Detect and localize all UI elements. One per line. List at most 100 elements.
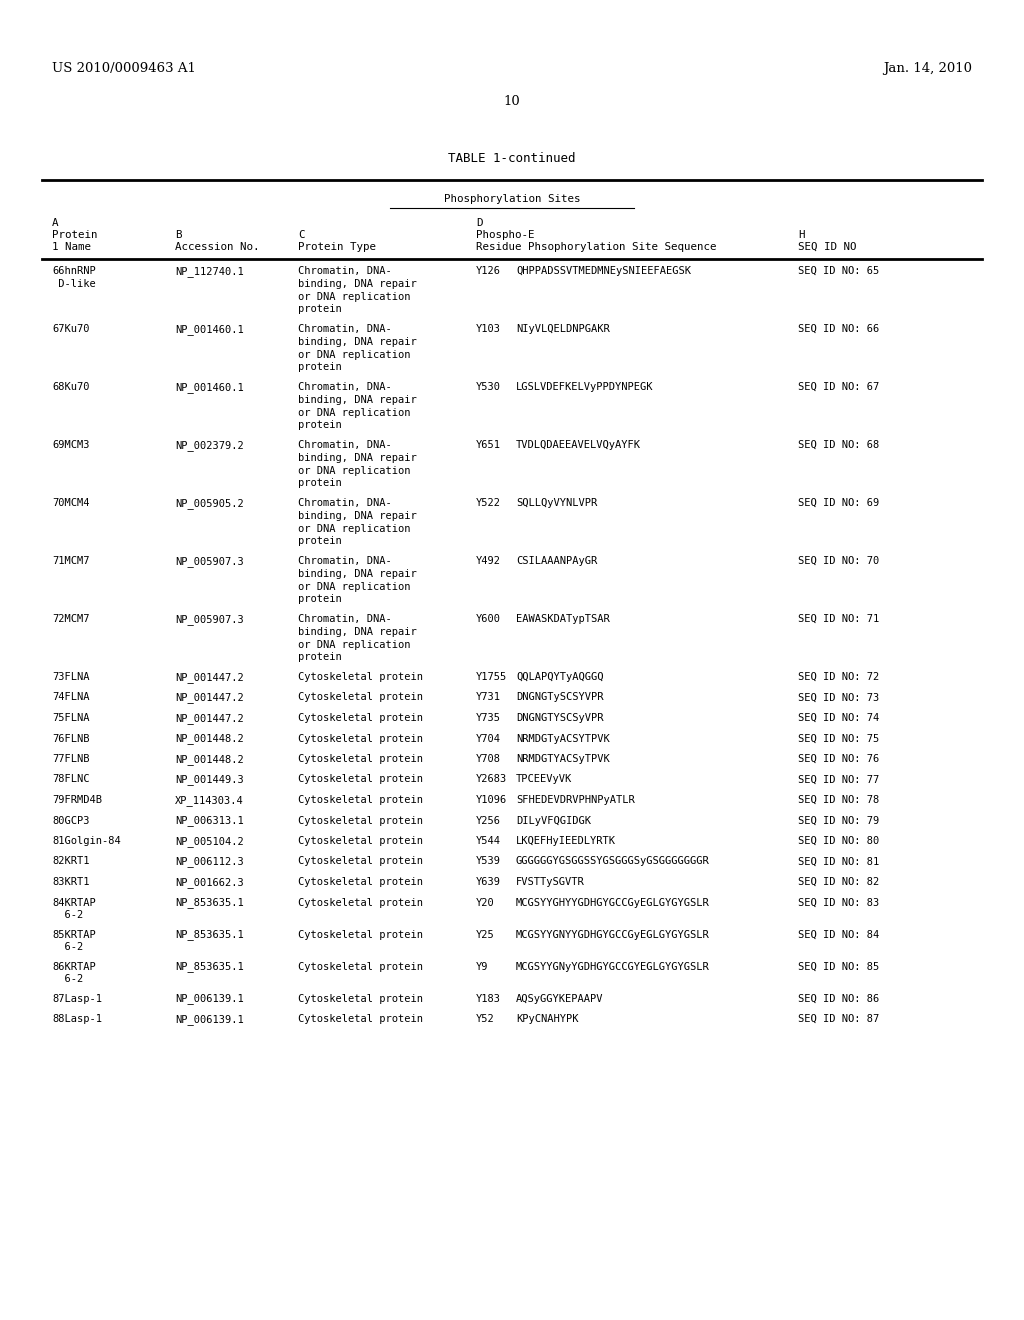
Text: NRMDGTYACSyTPVK: NRMDGTYACSyTPVK	[516, 754, 609, 764]
Text: GGGGGGYGSGGSSYGSGGGSyGSGGGGGGGR: GGGGGGYGSGGSSYGSGGGSyGSGGGGGGGR	[516, 857, 710, 866]
Text: 68Ku70: 68Ku70	[52, 381, 89, 392]
Text: Cytoskeletal protein: Cytoskeletal protein	[298, 693, 423, 702]
Text: 79FRMD4B: 79FRMD4B	[52, 795, 102, 805]
Text: 82KRT1: 82KRT1	[52, 857, 89, 866]
Text: KPyCNAHYPK: KPyCNAHYPK	[516, 1014, 579, 1024]
Text: NP_001662.3: NP_001662.3	[175, 876, 244, 888]
Text: Y9: Y9	[476, 961, 488, 972]
Text: NP_005905.2: NP_005905.2	[175, 498, 244, 510]
Text: Y539: Y539	[476, 857, 501, 866]
Text: 75FLNA: 75FLNA	[52, 713, 89, 723]
Text: SEQ ID NO: 71: SEQ ID NO: 71	[798, 614, 880, 624]
Text: 10: 10	[504, 95, 520, 108]
Text: Cytoskeletal protein: Cytoskeletal protein	[298, 876, 423, 887]
Text: TVDLQDAEEAVELVQyAYFK: TVDLQDAEEAVELVQyAYFK	[516, 440, 641, 450]
Text: XP_114303.4: XP_114303.4	[175, 795, 244, 807]
Text: Cytoskeletal protein: Cytoskeletal protein	[298, 754, 423, 764]
Text: SEQ ID NO: 80: SEQ ID NO: 80	[798, 836, 880, 846]
Text: 80GCP3: 80GCP3	[52, 816, 89, 825]
Text: NP_001460.1: NP_001460.1	[175, 381, 244, 393]
Text: H: H	[798, 230, 805, 240]
Text: Cytoskeletal protein: Cytoskeletal protein	[298, 1014, 423, 1024]
Text: 72MCM7: 72MCM7	[52, 614, 89, 624]
Text: SEQ ID NO: 73: SEQ ID NO: 73	[798, 693, 880, 702]
Text: 78FLNC: 78FLNC	[52, 775, 89, 784]
Text: NP_853635.1: NP_853635.1	[175, 961, 244, 973]
Text: US 2010/0009463 A1: US 2010/0009463 A1	[52, 62, 196, 75]
Text: NP_001447.2: NP_001447.2	[175, 672, 244, 682]
Text: 70MCM4: 70MCM4	[52, 498, 89, 508]
Text: SEQ ID NO: 72: SEQ ID NO: 72	[798, 672, 880, 682]
Text: NP_001448.2: NP_001448.2	[175, 754, 244, 764]
Text: TPCEEVyVK: TPCEEVyVK	[516, 775, 572, 784]
Text: Cytoskeletal protein: Cytoskeletal protein	[298, 713, 423, 723]
Text: SEQ ID NO: 66: SEQ ID NO: 66	[798, 323, 880, 334]
Text: NP_001447.2: NP_001447.2	[175, 713, 244, 723]
Text: LKQEFHyIEEDLYRTK: LKQEFHyIEEDLYRTK	[516, 836, 616, 846]
Text: Cytoskeletal protein: Cytoskeletal protein	[298, 775, 423, 784]
Text: NP_112740.1: NP_112740.1	[175, 267, 244, 277]
Text: 85KRTAP
  6-2: 85KRTAP 6-2	[52, 929, 96, 952]
Text: Y600: Y600	[476, 614, 501, 624]
Text: MCGSYYGNYYGDHGYGCCGyEGLGYGYGSLR: MCGSYYGNYYGDHGYGCCGyEGLGYGYGSLR	[516, 929, 710, 940]
Text: Y731: Y731	[476, 693, 501, 702]
Text: Y704: Y704	[476, 734, 501, 743]
Text: Y522: Y522	[476, 498, 501, 508]
Text: A: A	[52, 218, 58, 228]
Text: Phospho-E: Phospho-E	[476, 230, 535, 240]
Text: Chromatin, DNA-
binding, DNA repair
or DNA replication
protein: Chromatin, DNA- binding, DNA repair or D…	[298, 323, 417, 372]
Text: SEQ ID NO: 81: SEQ ID NO: 81	[798, 857, 880, 866]
Text: SEQ ID NO: 75: SEQ ID NO: 75	[798, 734, 880, 743]
Text: Cytoskeletal protein: Cytoskeletal protein	[298, 795, 423, 805]
Text: Protein Type: Protein Type	[298, 242, 376, 252]
Text: SEQ ID NO: 74: SEQ ID NO: 74	[798, 713, 880, 723]
Text: Cytoskeletal protein: Cytoskeletal protein	[298, 857, 423, 866]
Text: NP_001448.2: NP_001448.2	[175, 734, 244, 744]
Text: DILyVFQGIDGK: DILyVFQGIDGK	[516, 816, 591, 825]
Text: 83KRT1: 83KRT1	[52, 876, 89, 887]
Text: C: C	[298, 230, 304, 240]
Text: Jan. 14, 2010: Jan. 14, 2010	[883, 62, 972, 75]
Text: Y256: Y256	[476, 816, 501, 825]
Text: NP_005907.3: NP_005907.3	[175, 556, 244, 566]
Text: Y651: Y651	[476, 440, 501, 450]
Text: Chromatin, DNA-
binding, DNA repair
or DNA replication
protein: Chromatin, DNA- binding, DNA repair or D…	[298, 381, 417, 430]
Text: Y126: Y126	[476, 267, 501, 276]
Text: Y2683: Y2683	[476, 775, 507, 784]
Text: 88Lasp-1: 88Lasp-1	[52, 1014, 102, 1024]
Text: Y735: Y735	[476, 713, 501, 723]
Text: Cytoskeletal protein: Cytoskeletal protein	[298, 961, 423, 972]
Text: Y183: Y183	[476, 994, 501, 1003]
Text: SEQ ID NO: 84: SEQ ID NO: 84	[798, 929, 880, 940]
Text: QHPPADSSVTMEDMNEySNIEEFAEGSK: QHPPADSSVTMEDMNEySNIEEFAEGSK	[516, 267, 691, 276]
Text: Phosphorylation Sites: Phosphorylation Sites	[443, 194, 581, 205]
Text: QQLAPQYTyAQGGQ: QQLAPQYTyAQGGQ	[516, 672, 603, 682]
Text: SFHEDEVDRVPHNPyATLR: SFHEDEVDRVPHNPyATLR	[516, 795, 635, 805]
Text: NP_005104.2: NP_005104.2	[175, 836, 244, 847]
Text: Chromatin, DNA-
binding, DNA repair
or DNA replication
protein: Chromatin, DNA- binding, DNA repair or D…	[298, 440, 417, 488]
Text: 66hnRNP
 D-like: 66hnRNP D-like	[52, 267, 96, 289]
Text: Y708: Y708	[476, 754, 501, 764]
Text: 77FLNB: 77FLNB	[52, 754, 89, 764]
Text: Y1096: Y1096	[476, 795, 507, 805]
Text: 81Golgin-84: 81Golgin-84	[52, 836, 121, 846]
Text: Chromatin, DNA-
binding, DNA repair
or DNA replication
protein: Chromatin, DNA- binding, DNA repair or D…	[298, 614, 417, 663]
Text: 73FLNA: 73FLNA	[52, 672, 89, 682]
Text: Cytoskeletal protein: Cytoskeletal protein	[298, 929, 423, 940]
Text: 67Ku70: 67Ku70	[52, 323, 89, 334]
Text: 71MCM7: 71MCM7	[52, 556, 89, 566]
Text: 86KRTAP
  6-2: 86KRTAP 6-2	[52, 961, 96, 985]
Text: Y544: Y544	[476, 836, 501, 846]
Text: Y530: Y530	[476, 381, 501, 392]
Text: B: B	[175, 230, 181, 240]
Text: SEQ ID NO: 65: SEQ ID NO: 65	[798, 267, 880, 276]
Text: Chromatin, DNA-
binding, DNA repair
or DNA replication
protein: Chromatin, DNA- binding, DNA repair or D…	[298, 498, 417, 546]
Text: SEQ ID NO: 68: SEQ ID NO: 68	[798, 440, 880, 450]
Text: Chromatin, DNA-
binding, DNA repair
or DNA replication
protein: Chromatin, DNA- binding, DNA repair or D…	[298, 267, 417, 314]
Text: SEQ ID NO: 77: SEQ ID NO: 77	[798, 775, 880, 784]
Text: NP_006139.1: NP_006139.1	[175, 1014, 244, 1024]
Text: 76FLNB: 76FLNB	[52, 734, 89, 743]
Text: NIyVLQELDNPGAKR: NIyVLQELDNPGAKR	[516, 323, 609, 334]
Text: NP_005907.3: NP_005907.3	[175, 614, 244, 624]
Text: 1 Name: 1 Name	[52, 242, 91, 252]
